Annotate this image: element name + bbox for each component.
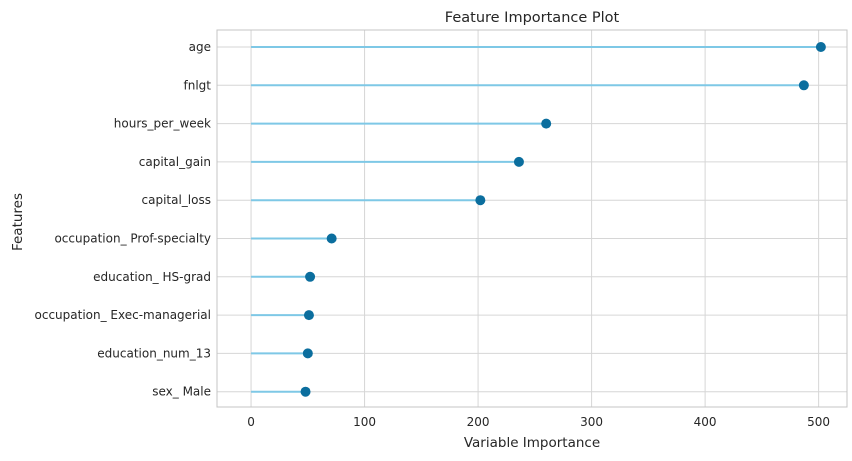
marker-4 bbox=[513, 156, 524, 167]
y-tick-label: sex_ Male bbox=[152, 385, 211, 399]
plot-frame bbox=[216, 29, 848, 408]
marker-6 bbox=[326, 233, 337, 244]
markers bbox=[300, 42, 826, 397]
y-tick-label: hours_per_week bbox=[114, 117, 211, 131]
marker-7 bbox=[305, 271, 316, 282]
y-tick-label: occupation_ Prof-specialty bbox=[54, 232, 211, 246]
x-tick-labels: 0 100 200 300 400 500 bbox=[247, 415, 830, 429]
marker-8 bbox=[303, 310, 314, 321]
y-tick-label: age bbox=[189, 40, 211, 54]
marker-3 bbox=[541, 118, 552, 129]
y-tick-label: occupation_ Exec-managerial bbox=[35, 308, 212, 322]
x-tick-label: 0 bbox=[247, 415, 255, 429]
stems bbox=[251, 46, 821, 393]
x-tick-label: 100 bbox=[353, 415, 376, 429]
y-tick-label: capital_loss bbox=[142, 193, 211, 207]
marker-5 bbox=[475, 195, 486, 206]
y-tick-labels: age fnlgt hours_per_week capital_gaincapita… bbox=[35, 40, 212, 399]
x-tick-label: 200 bbox=[467, 415, 490, 429]
marker-2 bbox=[798, 80, 809, 91]
marker-9 bbox=[302, 348, 313, 359]
y-tick-label: education_num_13 bbox=[97, 346, 211, 360]
chart-title: Feature Importance Plot bbox=[445, 10, 620, 26]
y-tick-label: fnlgt bbox=[184, 78, 212, 92]
x-tick-label: 400 bbox=[694, 415, 717, 429]
x-tick-label: 300 bbox=[580, 415, 603, 429]
marker-1 bbox=[815, 42, 826, 52]
y-tick-label: education_ HS-grad bbox=[93, 270, 211, 284]
y-tick-label: capital_gain bbox=[139, 155, 211, 169]
y-axis-label: Features bbox=[10, 193, 26, 251]
x-tick-label: 500 bbox=[807, 415, 830, 429]
marker-10 bbox=[300, 386, 311, 397]
x-axis-label: Variable Importance bbox=[464, 435, 600, 451]
